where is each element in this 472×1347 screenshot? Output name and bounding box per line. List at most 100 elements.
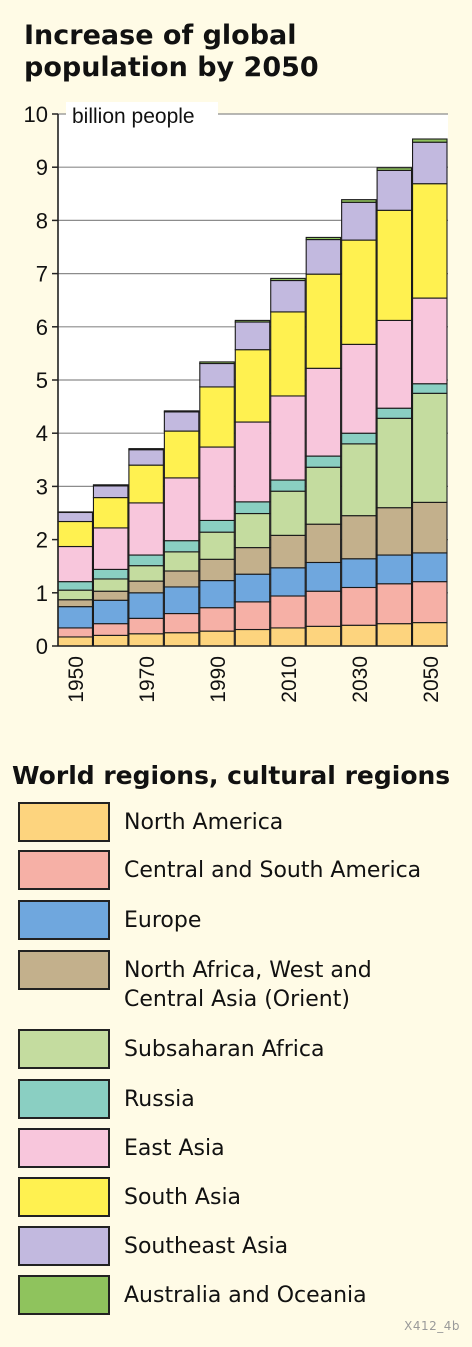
legend-title: World regions, cultural regions (12, 761, 451, 790)
segment (411, 501, 448, 554)
segment (376, 417, 413, 509)
segment (376, 507, 413, 556)
segment (341, 239, 377, 345)
legend-swatch (18, 1177, 110, 1217)
y-tick-label: 9 (36, 155, 48, 180)
segment (199, 630, 235, 647)
segment (163, 632, 200, 647)
segment (57, 520, 94, 548)
segment (199, 580, 235, 609)
segment (411, 138, 448, 143)
segment (305, 455, 342, 468)
segment (163, 410, 200, 413)
segment (270, 279, 306, 313)
legend-swatch (18, 1128, 110, 1168)
segment (376, 407, 413, 419)
segment (128, 592, 164, 619)
segment (92, 578, 129, 592)
x-tick-label: 2030 (349, 656, 372, 703)
legend-label: Europe (124, 908, 202, 933)
y-tick-label: 4 (36, 421, 48, 446)
legend-label: Russia (124, 1087, 195, 1112)
segment (270, 479, 306, 492)
segment (234, 349, 271, 423)
segment (163, 430, 200, 479)
segment (376, 623, 413, 647)
y-tick-label: 7 (36, 262, 48, 287)
legend-label: South Asia (124, 1185, 242, 1210)
legend-label: East Asia (124, 1136, 225, 1161)
segment (57, 589, 94, 601)
legend-label: North Africa, West and Central Asia (Ori… (124, 958, 372, 1012)
bar-2030 (341, 199, 377, 647)
segment (341, 443, 377, 517)
segment (92, 485, 129, 499)
segment (305, 273, 342, 369)
segment (234, 628, 271, 647)
bar-2050 (411, 138, 448, 647)
segment (163, 540, 200, 553)
segment (270, 395, 306, 481)
legend-swatch (18, 1079, 110, 1119)
y-tick-label: 6 (36, 315, 48, 340)
segment (411, 183, 448, 299)
bar-2040 (376, 167, 413, 647)
segment (411, 392, 448, 503)
y-tick-label: 0 (36, 634, 48, 659)
segment (199, 361, 235, 365)
segment (376, 319, 413, 409)
segment (376, 554, 413, 585)
segment (376, 209, 413, 321)
segment (341, 199, 377, 203)
segment (234, 573, 271, 603)
segment (411, 141, 448, 185)
segment (376, 169, 413, 211)
segment (234, 512, 271, 549)
segment (163, 551, 200, 572)
bar-1960 (92, 484, 129, 647)
y-tick-label: 8 (36, 208, 48, 233)
segment (199, 558, 235, 582)
segment (92, 484, 129, 487)
x-tick-label: 1950 (65, 656, 88, 703)
x-tick-label: 1970 (136, 656, 159, 703)
segment (57, 581, 94, 591)
segment (341, 515, 377, 560)
y-tick-labels: 0 1 2 3 4 5 6 7 8 9 10 (24, 102, 48, 659)
segment (270, 277, 306, 282)
segment (341, 586, 377, 626)
segment (305, 239, 342, 275)
segment (57, 599, 94, 608)
segment (92, 599, 129, 625)
segment (270, 567, 306, 597)
segment (128, 580, 164, 594)
segment (128, 464, 164, 504)
segment (128, 449, 164, 466)
y-tick-label: 3 (36, 474, 48, 499)
segment (199, 386, 235, 448)
segment (411, 297, 448, 385)
segment (270, 595, 306, 629)
y-tick-label: 2 (36, 528, 48, 553)
bar-2020 (305, 236, 342, 647)
segment (305, 466, 342, 525)
segment (163, 612, 200, 634)
bar-1990 (199, 361, 235, 647)
segment (128, 633, 164, 647)
legend-swatch (18, 1275, 110, 1315)
segment (199, 531, 235, 560)
legend-swatch (18, 900, 110, 940)
segment (341, 624, 377, 647)
segment (57, 511, 94, 523)
y-tick-label: 5 (36, 368, 48, 393)
segment (305, 367, 342, 457)
legend-swatch (18, 1029, 110, 1069)
stacked-bars (57, 138, 448, 647)
segment (270, 627, 306, 647)
segment (305, 523, 342, 564)
segment (163, 477, 200, 542)
segment (57, 606, 94, 629)
segment (163, 570, 200, 588)
segment (234, 547, 271, 575)
segment (411, 622, 448, 647)
